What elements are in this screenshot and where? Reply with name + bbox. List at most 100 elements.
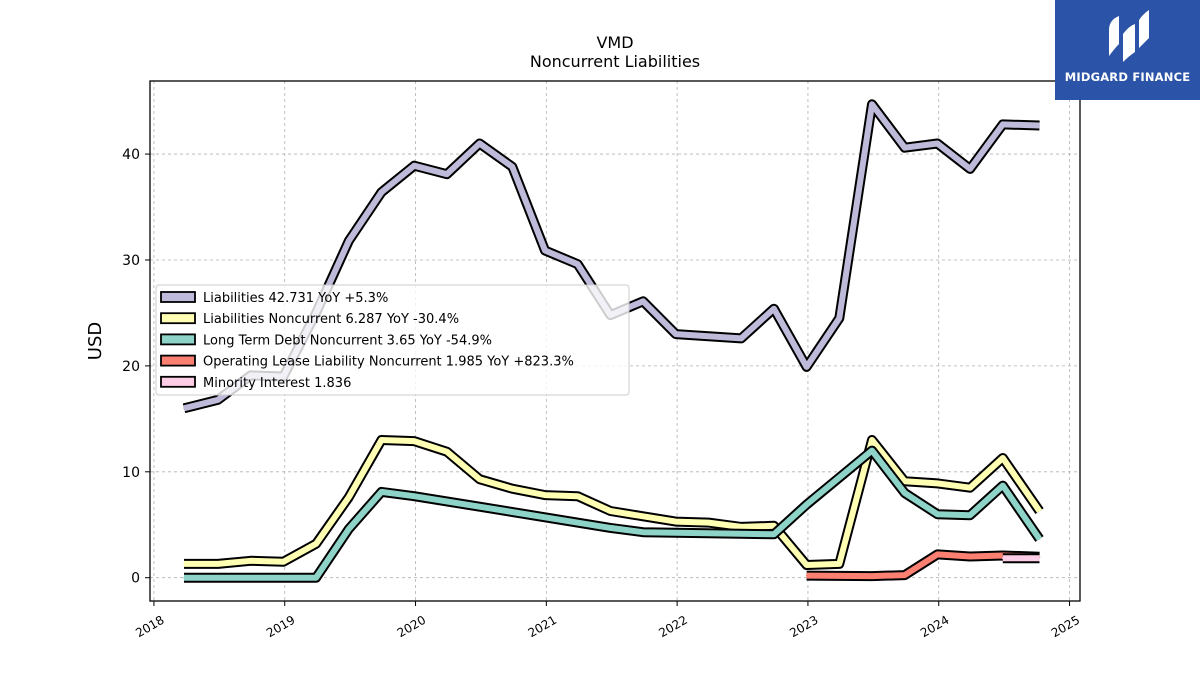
y-tick-label: 40 [122, 147, 140, 163]
legend-label: Liabilities 42.731 YoY +5.3% [203, 291, 388, 306]
data-point [576, 263, 579, 266]
legend-item: Operating Lease Liability Noncurrent 1.9… [160, 354, 574, 370]
data-point [249, 560, 252, 562]
brand-logo: MIDGARD FINANCE [1055, 0, 1200, 100]
data-point [1038, 510, 1041, 512]
y-axis-label: USD [85, 322, 106, 360]
legend-swatch [160, 291, 196, 303]
data-point [740, 337, 742, 340]
data-point [1038, 124, 1041, 127]
data-point [282, 561, 285, 563]
x-tick-label: 2025 [1049, 613, 1082, 640]
data-point [805, 574, 808, 577]
data-point [1002, 457, 1004, 459]
data-point [773, 533, 775, 536]
data-point [413, 164, 416, 167]
chart-subtitle: Noncurrent Liabilities [530, 52, 700, 71]
data-point [183, 576, 185, 579]
data-point [903, 574, 906, 576]
data-point [380, 491, 383, 493]
data-point [544, 249, 546, 252]
data-point [478, 478, 481, 481]
legend-swatch [160, 312, 196, 325]
data-point [511, 166, 514, 168]
data-point [871, 439, 873, 441]
data-point [936, 513, 939, 515]
data-point [413, 440, 416, 442]
data-point [969, 168, 971, 170]
data-point [707, 335, 710, 338]
data-point [446, 450, 448, 453]
data-point [478, 142, 481, 145]
data-point [609, 527, 612, 529]
x-axis: 2018 2019 2020 2021 2022 2023 2024 2025 [133, 601, 1082, 640]
data-point [315, 576, 317, 579]
data-point [969, 486, 971, 489]
data-point [348, 240, 350, 242]
legend-label: Minority Interest 1.836 [203, 376, 351, 391]
data-point [805, 564, 808, 566]
x-tick-label: 2022 [656, 613, 689, 640]
y-tick-label: 30 [122, 253, 140, 269]
data-point [609, 510, 612, 512]
data-point [183, 407, 185, 410]
data-point [511, 487, 514, 490]
data-point [740, 526, 742, 528]
legend-label: Liabilities Noncurrent 6.287 YoY -30.4% [203, 312, 459, 327]
data-point [380, 191, 383, 193]
data-point [838, 317, 841, 320]
data-point [871, 449, 873, 452]
data-point [217, 576, 219, 579]
legend-item: Long Term Debt Noncurrent 3.65 YoY -54.9… [160, 333, 492, 348]
data-point [773, 307, 775, 310]
y-axis: 0 10 20 30 40 [122, 147, 150, 587]
data-point [1038, 538, 1041, 540]
legend-swatch [160, 333, 196, 346]
data-point [1038, 557, 1041, 560]
x-tick-label: 2023 [787, 613, 820, 640]
data-point [315, 543, 317, 545]
plot-frame [149, 80, 1081, 602]
x-tick-label: 2020 [395, 613, 428, 640]
x-tick-label: 2024 [918, 613, 951, 640]
chart-title: VMD [596, 33, 633, 52]
data-point [183, 563, 185, 565]
data-point [871, 103, 873, 106]
y-tick-label: 0 [131, 571, 140, 587]
data-point [282, 576, 285, 579]
data-point [217, 399, 219, 401]
data-point [642, 300, 644, 303]
y-tick-label: 10 [122, 465, 140, 481]
data-point [249, 576, 252, 579]
data-point [380, 439, 383, 441]
legend-label: Long Term Debt Noncurrent 3.65 YoY -54.9… [203, 333, 492, 348]
legend-label: Operating Lease Liability Noncurrent 1.9… [203, 355, 574, 370]
midgard-logo-icon [1109, 10, 1149, 62]
data-point [936, 482, 939, 485]
data-point [413, 495, 416, 498]
legend-swatch [160, 354, 196, 367]
x-tick-label: 2018 [133, 613, 166, 640]
data-point [446, 173, 448, 175]
legend-item: Liabilities 42.731 YoY +5.3% [160, 291, 388, 306]
data-point [969, 514, 971, 516]
data-point [903, 146, 906, 149]
data-point [478, 505, 481, 508]
data-point [642, 515, 644, 518]
legend-swatch [160, 375, 196, 388]
data-point [838, 563, 841, 565]
data-point [675, 520, 677, 523]
legend-item: Minority Interest 1.836 [160, 375, 351, 391]
series-liabilities-noncurrent [183, 435, 1044, 570]
data-point [903, 492, 906, 494]
legend-item: Liabilities Noncurrent 6.287 YoY -30.4% [160, 312, 459, 327]
data-point [1002, 123, 1004, 126]
data-point [805, 503, 808, 506]
data-point [348, 496, 350, 499]
data-point [348, 528, 350, 530]
data-point [1002, 484, 1004, 487]
brand-name: MIDGARD FINANCE [1064, 70, 1191, 84]
data-point [217, 563, 219, 565]
data-point [1002, 557, 1004, 560]
series-long-term-debt-noncurrent [183, 445, 1044, 583]
